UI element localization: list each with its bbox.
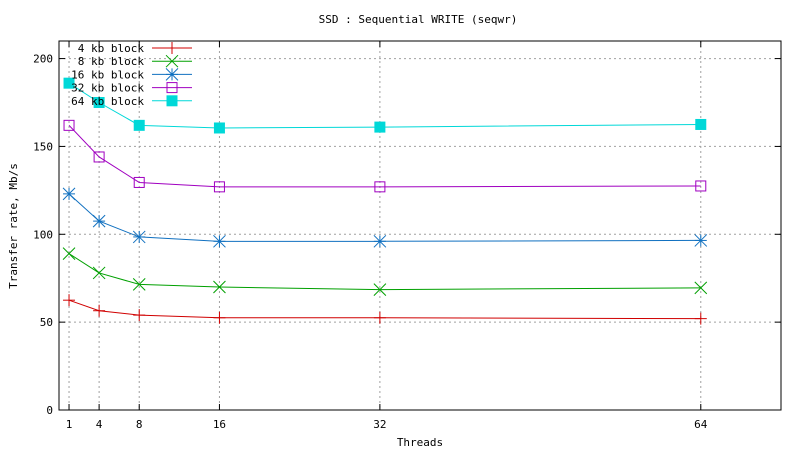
y-tick-label: 200 [33, 53, 53, 66]
plot-frame [58, 40, 782, 411]
legend-item: 64 kb block [71, 95, 192, 108]
x-tick-label: 8 [136, 418, 143, 431]
data-point [62, 247, 76, 260]
y-axis-label: Transfer rate, Mb/s [7, 163, 20, 289]
data-point [132, 230, 146, 244]
x-tick-label: 16 [213, 418, 226, 431]
y-tick-label: 150 [33, 140, 53, 153]
legend-label: 64 kb block [71, 95, 144, 108]
data-point [63, 119, 75, 131]
data-point [213, 122, 225, 134]
data-point [374, 181, 386, 193]
data-point [373, 311, 386, 324]
legend-marker [165, 54, 179, 68]
data-point [133, 119, 145, 131]
data-point [93, 304, 106, 317]
series-line [68, 299, 701, 320]
legend-item: 4 kb block [78, 42, 192, 55]
data-point [62, 187, 76, 201]
data-point [133, 309, 146, 322]
data-point [213, 280, 226, 294]
series-1 [62, 247, 708, 296]
data-point [373, 234, 387, 248]
data-point [213, 234, 226, 248]
y-tick-label: 50 [40, 316, 53, 329]
legend-item: 32 kb block [71, 82, 192, 95]
legend-label: 4 kb block [78, 42, 145, 55]
data-point [694, 281, 708, 295]
series-layer [62, 77, 708, 325]
series-line [68, 82, 701, 129]
data-point [373, 283, 387, 296]
data-point [694, 312, 707, 325]
series-line [68, 253, 701, 291]
y-tick-label: 0 [46, 404, 53, 417]
legend-marker [166, 95, 178, 107]
data-point [213, 181, 225, 193]
series-2 [62, 187, 708, 248]
data-point [694, 234, 708, 247]
chart-title: SSD : Sequential WRITE (seqwr) [319, 13, 518, 26]
data-point [695, 118, 707, 130]
data-point [133, 176, 145, 188]
data-point [93, 151, 105, 163]
legend-label: 32 kb block [71, 82, 144, 95]
x-axis-label: Threads [397, 436, 443, 449]
legend-marker [166, 82, 178, 94]
legend-item: 8 kb block [78, 54, 192, 68]
y-tick-label: 100 [33, 228, 53, 241]
data-point [92, 214, 106, 228]
data-point [63, 77, 75, 89]
x-tick-label: 32 [373, 418, 386, 431]
x-tick-label: 4 [96, 418, 103, 431]
legend-marker [166, 42, 178, 54]
series-line [68, 124, 701, 188]
legend-label: 16 kb block [71, 68, 144, 81]
data-point [132, 278, 146, 291]
data-point [213, 311, 226, 324]
series-4 [63, 77, 707, 134]
data-point [695, 180, 707, 192]
data-point [93, 97, 105, 108]
x-tick-label: 64 [694, 418, 708, 431]
data-point [374, 121, 386, 133]
ticks: 0 50 100 150 200 1 4 8 16 32 64 [33, 41, 781, 431]
series-0 [63, 294, 707, 325]
data-point [63, 294, 76, 307]
legend-marker [165, 68, 179, 81]
series-3 [63, 119, 707, 193]
legend-item: 16 kb block [71, 68, 192, 81]
data-point [92, 266, 106, 280]
x-tick-label: 1 [66, 418, 73, 431]
legend-label: 8 kb block [78, 55, 145, 68]
